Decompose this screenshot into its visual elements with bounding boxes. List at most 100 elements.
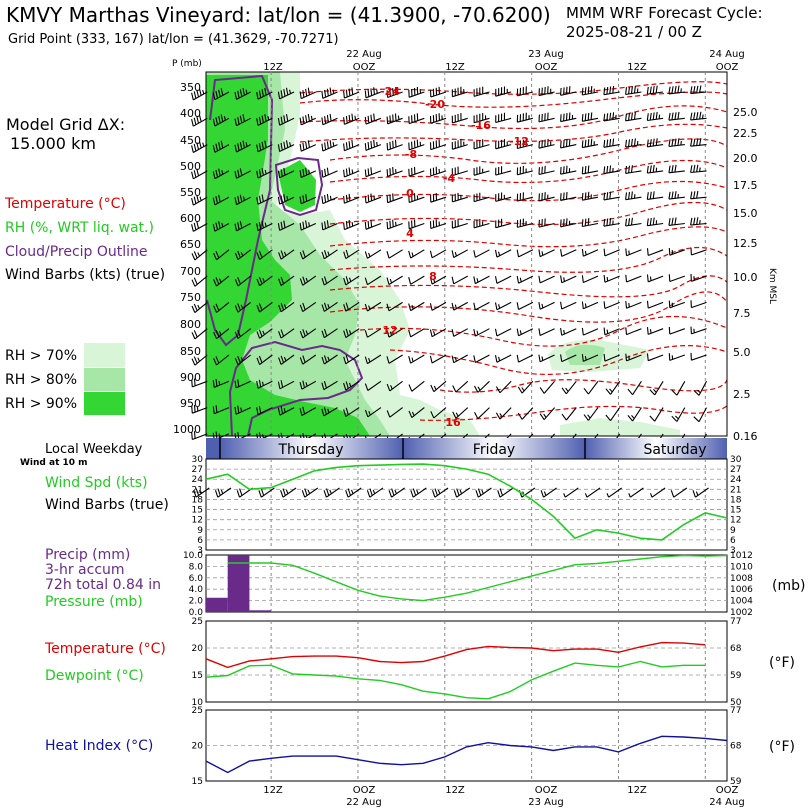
mb-unit-label: (mb)	[772, 578, 805, 594]
axis-tick-label: 27	[192, 465, 203, 475]
wind-barb	[277, 167, 295, 179]
bottom-tick-label: OOZ	[716, 785, 739, 796]
wind-barb	[516, 112, 533, 123]
contour-label: -12	[509, 135, 529, 148]
heat-index-line	[205, 735, 728, 774]
wind-barb	[277, 220, 295, 231]
pressure-tick: 1000	[173, 423, 201, 436]
wind-barb	[212, 431, 230, 441]
wind-barb	[494, 354, 512, 363]
rh-key-80-swatch	[84, 368, 125, 391]
wind-barb	[343, 407, 360, 417]
bottom-tick-label: 12Z	[627, 785, 647, 796]
wind-barb	[256, 87, 273, 100]
wind-barb	[364, 275, 382, 286]
wind-barb	[494, 328, 512, 337]
pressure-tick: 550	[180, 186, 201, 199]
pressure-axis-title: P (mb)	[172, 59, 202, 69]
wind-barb	[212, 194, 230, 206]
wind-barb	[321, 193, 338, 205]
wind-barb	[494, 249, 512, 258]
wind-barb	[540, 487, 557, 498]
wind-barb	[538, 86, 555, 97]
pressure-tick: 350	[180, 81, 201, 94]
wind-barb	[690, 164, 707, 174]
fahrenheit-tick-label: 68	[730, 742, 742, 752]
wind-barb	[191, 404, 208, 414]
wind-barb	[516, 328, 534, 337]
f-unit-label-1: (°F)	[769, 655, 795, 671]
wind-barb	[649, 407, 664, 422]
dewpoint-label: Dewpoint (°C)	[45, 668, 144, 684]
wind-barb	[212, 221, 230, 232]
precip-bar	[249, 610, 272, 612]
precip-tick-label: 2.0	[189, 597, 204, 607]
wind-barb	[299, 354, 317, 365]
top-tick-label: 12Z	[263, 62, 283, 73]
height-tick: 7.5	[733, 307, 751, 320]
wind-barb	[429, 301, 447, 311]
wind-speed-line	[205, 463, 728, 541]
upper-wind-barbs	[191, 85, 708, 449]
wind-barb	[560, 165, 577, 175]
wind-barb	[453, 487, 471, 498]
wind-barb	[321, 275, 338, 286]
wind-barb	[451, 166, 468, 177]
wind-barb	[628, 487, 644, 498]
wind-barb	[364, 167, 382, 178]
bottom-tick-label: 12Z	[445, 785, 465, 796]
wind-barb	[212, 140, 230, 153]
wind-barb	[473, 166, 490, 176]
pressure-tick: 850	[180, 345, 201, 358]
wind-barb	[581, 165, 599, 175]
wind-barb	[649, 487, 666, 498]
bottom-tick-label: 12Z	[263, 785, 283, 796]
wind-barb	[668, 353, 686, 361]
wind-barb	[408, 113, 425, 125]
pressure-tick: 500	[180, 160, 201, 173]
wind-barb	[258, 487, 275, 498]
grid-value: 15.000 km	[10, 134, 96, 153]
wind-barb	[646, 217, 664, 227]
fahrenheit-tick-label: 68	[730, 644, 742, 654]
wind-barb	[213, 249, 230, 261]
wind-barb	[234, 114, 251, 127]
wind-barb	[473, 249, 490, 258]
wind-barb	[603, 301, 620, 310]
top-tick-date: 23 Aug	[528, 49, 563, 60]
height-tick: 20.0	[733, 152, 758, 165]
wind-barb	[191, 431, 208, 441]
wind-barb	[581, 301, 599, 310]
wind-barb	[386, 219, 403, 230]
wind-barb	[646, 111, 664, 122]
fahrenheit-tick-label: 77	[730, 617, 741, 627]
wind-barb	[430, 407, 447, 419]
wind-barb	[475, 487, 492, 498]
wind-barb	[277, 140, 295, 152]
axis-tick-label: 30	[192, 455, 204, 465]
wind-barb	[627, 407, 642, 422]
wind-barb	[321, 87, 338, 99]
pressure-tick: 950	[180, 397, 201, 410]
axis-tick-label: 15	[192, 671, 203, 681]
cloud-outline	[206, 74, 274, 347]
axis-tick-label: 1004	[730, 597, 753, 607]
legend-rh: RH (%, WRT liq. wat.)	[5, 220, 154, 236]
wind-barb	[256, 301, 273, 313]
wind-barb	[495, 218, 512, 229]
temp-dew-panel: 10 15 20 25 50 59 68 77	[192, 617, 742, 708]
heat-grid	[206, 710, 727, 781]
top-tick-label: OOZ	[716, 62, 739, 73]
wind-barb	[583, 407, 599, 421]
wind-barb	[538, 192, 555, 202]
wind-barb	[256, 275, 273, 287]
wind-barb	[603, 327, 620, 336]
wind-barb	[193, 487, 210, 498]
wind-barb	[668, 85, 685, 95]
wind-barb	[234, 405, 251, 415]
top-tick-label: 12Z	[445, 62, 465, 73]
wind-barb	[625, 353, 642, 362]
cycle-line-1: MMM WRF Forecast Cycle:	[566, 4, 763, 22]
wind-barb	[388, 487, 405, 498]
